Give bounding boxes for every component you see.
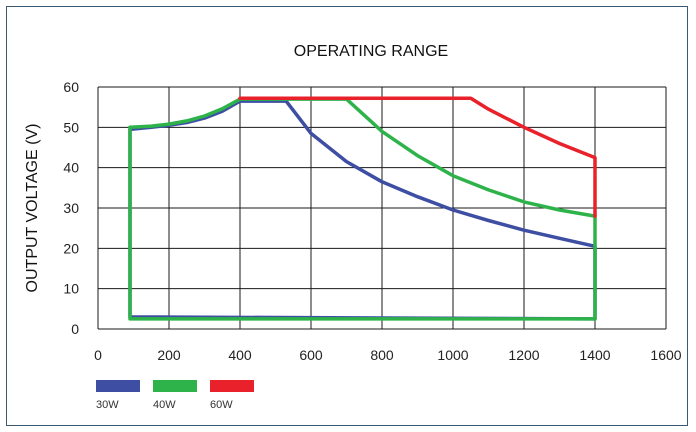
legend-swatch-30w [96,380,140,392]
y-tick-label: 10 [63,281,79,297]
x-tick-label: 400 [228,347,252,363]
series-line-40w [128,97,597,321]
legend-swatch-40w [153,380,197,392]
y-axis-label: OUTPUT VOLTAGE (V) [24,124,41,293]
legend-swatch-60w [210,380,254,392]
x-tick-labels: 0 200 400 600 800 1000 1200 1400 1600 [94,347,682,363]
x-tick-label: 0 [94,347,102,363]
x-tick-label: 200 [157,347,181,363]
series-line-60w [238,96,597,218]
y-tick-label: 0 [71,321,79,337]
x-tick-label: 600 [299,347,323,363]
y-tick-label: 60 [63,79,79,95]
x-tick-label: 1600 [650,347,681,363]
operating-range-chart: OPERATING RANGE 0 200 400 600 800 1000 1200 140… [24,43,682,411]
legend-label: 60W [210,399,233,411]
x-tick-label: 1400 [579,347,610,363]
y-tick-label: 40 [63,160,79,176]
x-tick-label: 1000 [437,347,468,363]
y-tick-label: 30 [63,200,79,216]
legend-label: 40W [153,399,176,411]
y-tick-label: 20 [63,240,79,256]
chart-title: OPERATING RANGE [294,43,448,60]
series-line-30w [128,99,597,321]
grid [97,86,667,330]
chart-panel: OPERATING RANGE 0 200 400 600 800 1000 1200 140… [6,6,688,426]
x-tick-label: 1200 [508,347,539,363]
x-tick-label: 800 [370,347,394,363]
legend: 30W 40W 60W [96,380,254,411]
y-tick-labels: 0 10 20 30 40 50 60 [63,79,79,337]
y-tick-label: 50 [63,119,79,135]
series-lines [128,96,597,321]
legend-label: 30W [96,399,119,411]
